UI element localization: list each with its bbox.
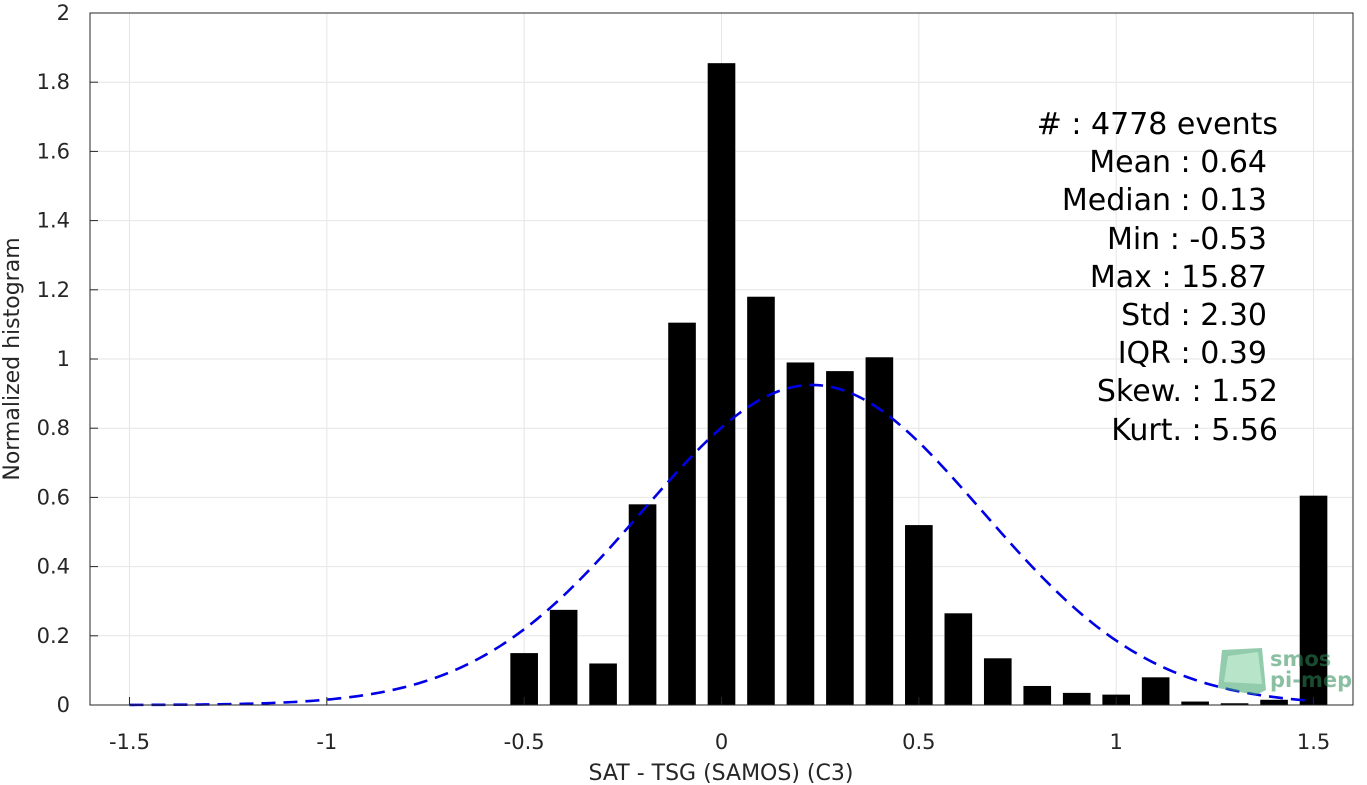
histogram-bar: [865, 357, 894, 705]
normal-fit-curve: [129, 383, 1314, 707]
y-tick-label: 0.6: [37, 485, 70, 509]
y-tick-label: 0.4: [37, 555, 70, 579]
logo-text-smos: smos: [1270, 647, 1331, 671]
statistics-annotation: # : 4778 events Mean : 0.64 Median : 0.1…: [1037, 107, 1278, 448]
histogram-bar: [983, 658, 1012, 705]
y-axis-ticks: 0 0.2 0.4 0.6 0.8 1 1.2 1.4 1.6 1.8 2: [37, 1, 98, 717]
histogram-bar: [1023, 685, 1052, 705]
stat-skew: Skew. : 1.52: [1097, 374, 1278, 409]
histogram-bar: [1299, 495, 1328, 705]
stat-count: # : 4778 events: [1037, 107, 1278, 142]
y-tick-label: 0: [57, 693, 70, 717]
x-tick-label: 1.5: [1297, 730, 1330, 754]
histogram-bar: [549, 609, 578, 705]
stat-max: Max : 15.87: [1090, 260, 1267, 295]
histogram-bar: [747, 296, 775, 705]
y-tick-label: 1.6: [37, 139, 70, 163]
histogram-bar: [1062, 692, 1091, 705]
stat-iqr: IQR : 0.39: [1118, 336, 1267, 371]
histogram-bar: [905, 525, 933, 705]
y-axis-label: Normalized histogram: [0, 237, 25, 480]
y-tick-label: 1.8: [37, 70, 70, 94]
histogram-bars: [510, 63, 1328, 706]
x-tick-label: 0.5: [902, 730, 935, 754]
stat-std: Std : 2.30: [1121, 298, 1267, 333]
y-tick-label: 0.2: [37, 624, 70, 648]
x-tick-label: -0.5: [504, 730, 545, 754]
histogram-bar: [826, 371, 854, 705]
histogram-bar: [944, 613, 973, 705]
stat-min: Min : -0.53: [1107, 222, 1267, 257]
x-tick-label: 0: [715, 730, 728, 754]
x-tick-label: -1: [316, 730, 337, 754]
logo-text-pimep: pi-mep: [1270, 668, 1352, 692]
smos-pimep-logo: smos pi-mep: [1218, 647, 1352, 695]
x-tick-label: -1.5: [109, 730, 150, 754]
stat-kurt: Kurt. : 5.56: [1111, 413, 1278, 448]
histogram-bar: [786, 362, 815, 705]
y-tick-label: 2: [57, 1, 70, 25]
stat-median: Median : 0.13: [1062, 183, 1267, 218]
histogram-bar: [1260, 699, 1288, 705]
y-tick-label: 1.4: [37, 209, 70, 233]
y-tick-label: 1.2: [37, 278, 70, 302]
y-tick-label: 0.8: [37, 416, 70, 440]
y-tick-label: 1: [57, 347, 70, 371]
x-axis-ticks: -1.5 -1 -0.5 0 0.5 1 1.5: [109, 697, 1330, 754]
histogram-bar: [1181, 701, 1209, 705]
histogram-bar: [707, 63, 736, 706]
histogram-bar: [510, 653, 538, 705]
histogram-bar: [589, 663, 617, 705]
histogram-bar: [628, 504, 657, 705]
histogram-bar: [1141, 677, 1170, 705]
histogram-bar: [1220, 703, 1249, 705]
x-axis-label: SAT - TSG (SAMOS) (C3): [589, 761, 854, 785]
stat-mean: Mean : 0.64: [1089, 145, 1267, 180]
histogram-bar: [668, 322, 696, 705]
x-tick-label: 1: [1110, 730, 1123, 754]
